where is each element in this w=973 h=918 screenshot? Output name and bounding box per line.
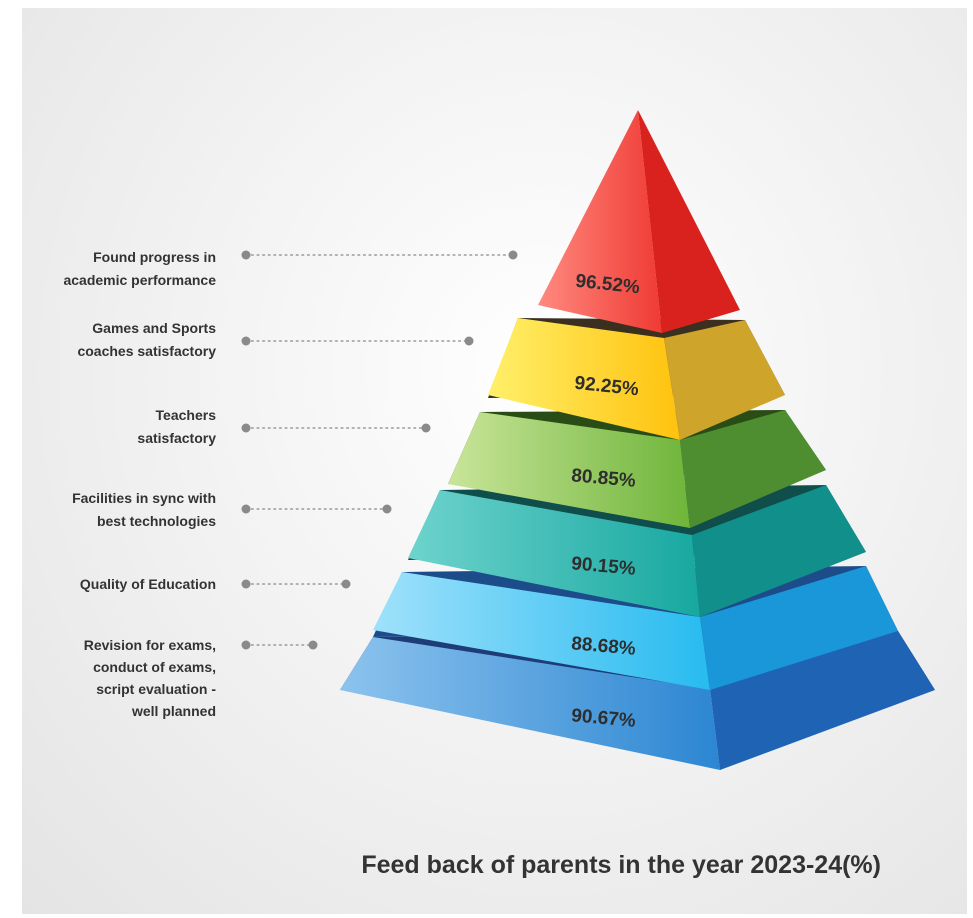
label-found-progress: Found progress in academic performance	[63, 249, 216, 288]
label-line: Games and Sports	[92, 320, 216, 336]
label-line: best technologies	[97, 513, 216, 529]
layer-4-left-face	[408, 490, 700, 617]
layer-3-left-face	[448, 412, 690, 528]
label-line: conduct of exams,	[93, 659, 216, 675]
layer-1-left-face	[538, 110, 662, 333]
label-line: Facilities in sync with	[72, 490, 216, 506]
leader-line-4	[241, 504, 392, 514]
label-teachers: Teachers satisfactory	[137, 407, 216, 446]
layer-5-left-face	[373, 572, 710, 690]
label-games-sports: Games and Sports coaches satisfactory	[77, 320, 216, 359]
chart-title: Feed back of parents in the year 2023-24…	[361, 851, 881, 879]
layer-5-right-face	[700, 566, 898, 690]
label-line: satisfactory	[137, 430, 216, 446]
layer-6-right-face	[710, 631, 935, 770]
label-revision: Revision for exams, conduct of exams, sc…	[84, 637, 217, 719]
label-line: academic performance	[63, 272, 216, 288]
layer-2-right-face	[664, 320, 785, 440]
leader-line-3	[241, 423, 431, 433]
label-line: coaches satisfactory	[77, 343, 216, 359]
label-line: Teachers	[156, 407, 217, 423]
pyramid-layer-4	[408, 485, 866, 617]
leader-line-6	[241, 640, 318, 650]
layer-2-left-face	[488, 318, 680, 440]
label-line: Revision for exams,	[84, 637, 216, 653]
pyramid-layer-3	[448, 410, 826, 528]
leader-line-5	[241, 579, 351, 589]
label-line: Found progress in	[93, 249, 216, 265]
label-line: script evaluation -	[96, 681, 216, 697]
pyramid-layer-1	[538, 110, 740, 333]
label-line: well planned	[131, 703, 216, 719]
layer-6-left-face	[340, 637, 720, 770]
label-facilities: Facilities in sync with best technologie…	[72, 490, 216, 529]
layer-4-right-face	[692, 485, 866, 617]
leader-line-2	[241, 336, 474, 346]
label-quality: Quality of Education	[80, 576, 216, 592]
layer-3-right-face	[680, 410, 826, 528]
label-line: Quality of Education	[80, 576, 216, 592]
pyramid-layer-2	[488, 318, 785, 440]
layer-1-right-face	[638, 110, 740, 333]
leader-line-1	[241, 250, 518, 260]
